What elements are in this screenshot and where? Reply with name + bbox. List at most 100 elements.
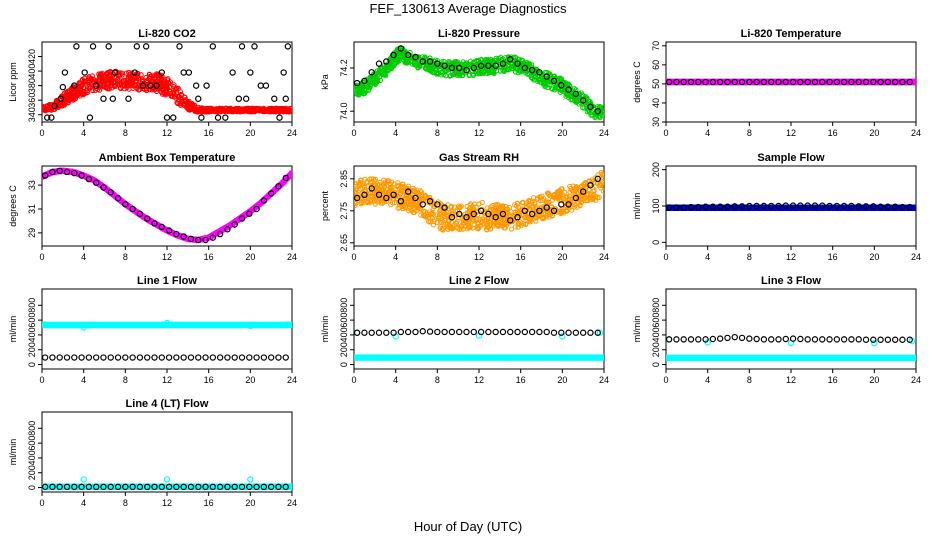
data-point — [216, 354, 224, 361]
data-point — [456, 64, 463, 72]
data-point — [170, 114, 177, 121]
band-point — [381, 184, 388, 190]
data-point — [282, 354, 289, 361]
data-point — [550, 77, 558, 85]
band-point — [519, 200, 525, 206]
data-point — [673, 204, 680, 211]
data-point — [153, 82, 160, 89]
band-point — [530, 204, 536, 211]
band-point — [508, 226, 515, 232]
band-point — [564, 194, 570, 200]
band-point — [549, 79, 555, 85]
data-point — [419, 58, 426, 65]
band-point — [52, 106, 58, 113]
y-axis-label: ml/min — [8, 316, 18, 343]
x-tick-label: 16 — [828, 252, 838, 262]
band-point — [177, 89, 183, 95]
x-tick-label: 16 — [828, 128, 838, 138]
x-tick-label: 16 — [204, 375, 214, 385]
data-point — [122, 201, 129, 208]
band-point — [555, 195, 561, 201]
data-point — [492, 62, 499, 69]
band-point — [584, 109, 590, 115]
data-point — [238, 215, 246, 222]
data-point — [492, 213, 499, 221]
data-point — [122, 354, 129, 361]
band-point — [488, 207, 494, 213]
data-point — [419, 201, 426, 208]
band-point — [533, 218, 539, 224]
x-tick-label: 0 — [663, 128, 668, 138]
x-tick-label: 16 — [516, 252, 526, 262]
band-point — [583, 102, 589, 108]
band-point — [584, 193, 590, 199]
band-point — [545, 84, 551, 91]
data-point — [891, 78, 899, 86]
data-point — [165, 227, 173, 234]
panel-title: Li-820 Temperature — [741, 28, 842, 40]
x-tick-label: 12 — [474, 252, 484, 262]
band-point — [416, 204, 422, 210]
data-point — [507, 217, 514, 224]
band-point — [358, 201, 364, 207]
band-point — [595, 172, 601, 178]
data-point — [738, 78, 746, 86]
band-point — [229, 108, 235, 114]
y-tick-label: 2.75 — [339, 202, 349, 220]
band-point — [493, 202, 499, 208]
data-point — [390, 191, 397, 198]
data-point — [251, 43, 258, 50]
x-tick-label: 20 — [557, 375, 567, 385]
y-tick-label: 200 — [339, 342, 349, 357]
data-point — [73, 43, 80, 50]
y-tick-label: 2.85 — [339, 170, 349, 188]
band-point — [600, 171, 604, 178]
band-point — [500, 220, 506, 226]
data-point — [139, 82, 147, 89]
data-point — [753, 202, 760, 210]
data-point — [247, 322, 254, 330]
series-point — [288, 169, 292, 177]
band-point — [483, 222, 489, 228]
data-point — [746, 78, 753, 86]
data-point — [246, 354, 253, 361]
band-point — [357, 177, 364, 183]
band-point — [164, 82, 170, 88]
band-point — [105, 81, 111, 87]
data-point — [434, 201, 441, 208]
band-point — [248, 109, 254, 115]
band-point — [182, 97, 189, 103]
band-point — [526, 60, 532, 66]
x-tick-label: 24 — [599, 375, 609, 385]
data-point — [361, 77, 368, 85]
y-axis-label: degrees C — [8, 185, 18, 227]
data-point — [257, 82, 264, 89]
y-tick-label: 380 — [27, 78, 37, 93]
data-point — [192, 82, 200, 89]
y-tick-label: 340 — [27, 107, 37, 122]
data-point — [565, 86, 572, 93]
band-point — [513, 203, 519, 209]
data-point — [397, 45, 405, 52]
data-point — [565, 201, 572, 208]
y-tick-label: 800 — [339, 298, 349, 313]
band-point — [460, 226, 466, 232]
data-point — [163, 319, 171, 327]
data-point — [906, 78, 913, 86]
y-tick-label: 400 — [27, 64, 37, 79]
band-point — [569, 187, 575, 193]
data-point — [49, 168, 56, 176]
data-point — [89, 43, 97, 50]
band-point — [426, 65, 432, 71]
x-tick-label: 8 — [435, 128, 440, 138]
band-point — [540, 204, 546, 210]
data-point — [260, 197, 268, 204]
data-point — [687, 203, 695, 211]
y-tick-label: 200 — [27, 342, 37, 357]
data-point — [477, 207, 485, 214]
data-point — [368, 69, 375, 76]
band-point — [194, 108, 200, 114]
band-point — [410, 191, 416, 197]
